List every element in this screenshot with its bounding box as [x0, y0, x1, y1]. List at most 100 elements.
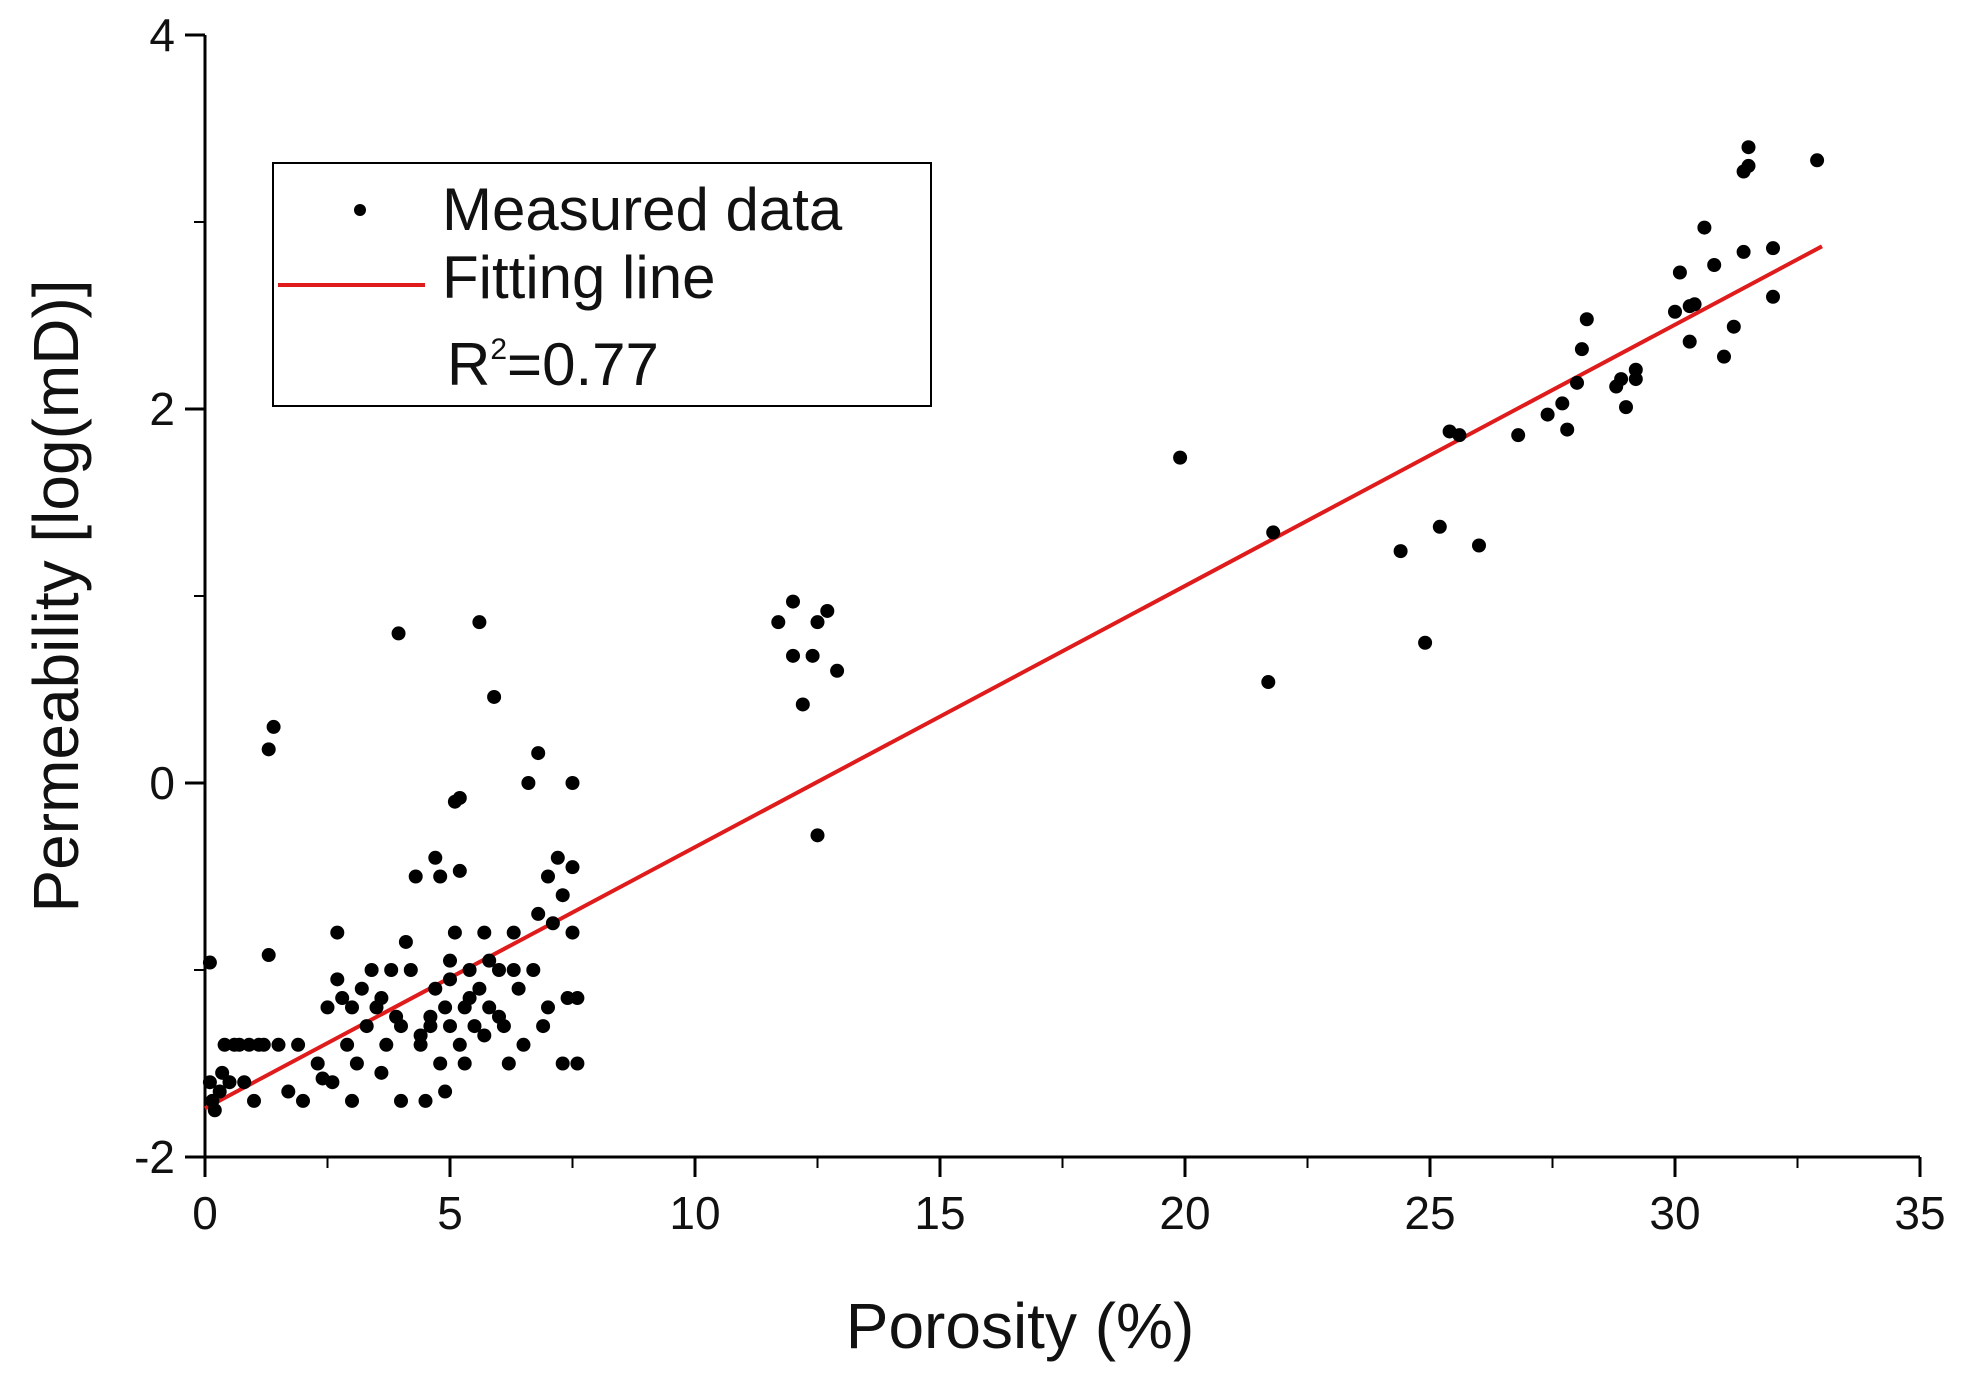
data-point — [1614, 372, 1629, 387]
data-point — [394, 1019, 408, 1034]
data-point — [438, 1000, 453, 1015]
data-point — [526, 963, 541, 977]
data-point — [391, 626, 406, 641]
data-point — [452, 1037, 467, 1052]
data-point — [1266, 525, 1281, 540]
data-point — [1472, 538, 1486, 553]
x-tick-label: 5 — [437, 1187, 463, 1239]
data-point — [379, 1037, 394, 1052]
data-point — [462, 991, 477, 1006]
r2-superscript: 2 — [490, 333, 507, 366]
data-point — [1432, 519, 1447, 534]
data-point — [320, 1000, 335, 1015]
data-point — [215, 1065, 230, 1080]
data-point — [1393, 544, 1408, 559]
x-axis-label: Porosity (%) — [846, 1290, 1195, 1362]
data-point — [472, 981, 487, 996]
data-point — [261, 948, 276, 963]
data-point — [536, 1019, 551, 1034]
data-point — [330, 925, 345, 940]
data-point — [786, 648, 800, 663]
data-point — [521, 776, 536, 790]
data-point — [212, 1084, 227, 1099]
data-point — [1261, 675, 1276, 690]
x-tick-label: 20 — [1159, 1187, 1210, 1239]
data-point — [413, 1028, 428, 1043]
data-point — [795, 697, 810, 712]
tick-labels: 0 5 10 15 20 25 30 35 -2 0 2 4 — [134, 9, 1945, 1239]
data-point — [345, 1093, 359, 1108]
data-point — [271, 1037, 286, 1052]
data-point — [403, 963, 418, 977]
data-point — [247, 1093, 261, 1108]
data-point — [438, 1084, 453, 1099]
legend-label-fitting: Fitting line — [442, 244, 715, 311]
data-point — [1736, 244, 1751, 259]
data-point — [492, 963, 506, 977]
data-point — [349, 1056, 364, 1071]
x-tick-label: 30 — [1649, 1187, 1700, 1239]
data-point — [810, 828, 825, 843]
data-point — [374, 1065, 389, 1080]
data-point — [384, 963, 399, 977]
data-point — [805, 648, 820, 663]
data-point — [457, 1056, 472, 1071]
data-point — [555, 1056, 570, 1071]
data-point — [550, 850, 565, 865]
data-point — [1619, 400, 1633, 415]
y-axis-label: Permeability [log(mD)] — [20, 279, 92, 912]
data-point — [1682, 334, 1697, 349]
data-point — [330, 972, 345, 987]
data-point — [1687, 297, 1702, 312]
data-point — [482, 1000, 497, 1015]
data-point — [325, 1075, 340, 1090]
data-point — [443, 972, 457, 987]
data-point — [364, 963, 379, 977]
data-point — [1717, 349, 1731, 364]
data-points — [202, 140, 1825, 1118]
data-point — [207, 1103, 222, 1118]
data-point — [810, 615, 825, 630]
data-point — [1452, 428, 1467, 443]
data-point — [452, 863, 467, 878]
data-point — [786, 594, 800, 609]
data-point — [1766, 241, 1780, 256]
data-point — [511, 981, 526, 996]
data-point — [237, 1075, 252, 1090]
fitting-line — [204, 244, 1823, 1111]
data-point — [433, 869, 448, 884]
data-point — [354, 981, 369, 996]
data-point — [531, 906, 546, 921]
x-tick-label: 15 — [914, 1187, 965, 1239]
data-point — [477, 925, 492, 940]
r2-value: =0.77 — [507, 331, 659, 398]
data-point — [222, 1075, 237, 1090]
data-point — [217, 1037, 232, 1052]
data-point — [560, 991, 575, 1006]
data-point — [452, 790, 467, 805]
data-point — [443, 1019, 457, 1034]
data-point — [398, 934, 413, 949]
data-point — [359, 1019, 374, 1034]
data-point — [506, 925, 521, 940]
legend-r2: R2=0.77 — [447, 331, 659, 398]
data-point — [1726, 319, 1741, 334]
data-point — [565, 776, 580, 790]
data-point — [242, 1037, 257, 1052]
data-point — [232, 1037, 247, 1052]
data-point — [1741, 140, 1756, 155]
data-point — [565, 860, 580, 875]
data-point — [1741, 158, 1756, 173]
data-point — [1173, 450, 1188, 465]
x-tick-label: 10 — [669, 1187, 720, 1239]
data-point — [771, 615, 786, 630]
data-point — [256, 1037, 271, 1052]
data-point — [266, 719, 281, 734]
data-point — [345, 1000, 359, 1015]
data-point — [506, 963, 521, 977]
x-tick-label: 0 — [192, 1187, 218, 1239]
data-point — [1418, 635, 1433, 650]
data-point — [541, 869, 555, 884]
data-point — [1511, 428, 1526, 443]
